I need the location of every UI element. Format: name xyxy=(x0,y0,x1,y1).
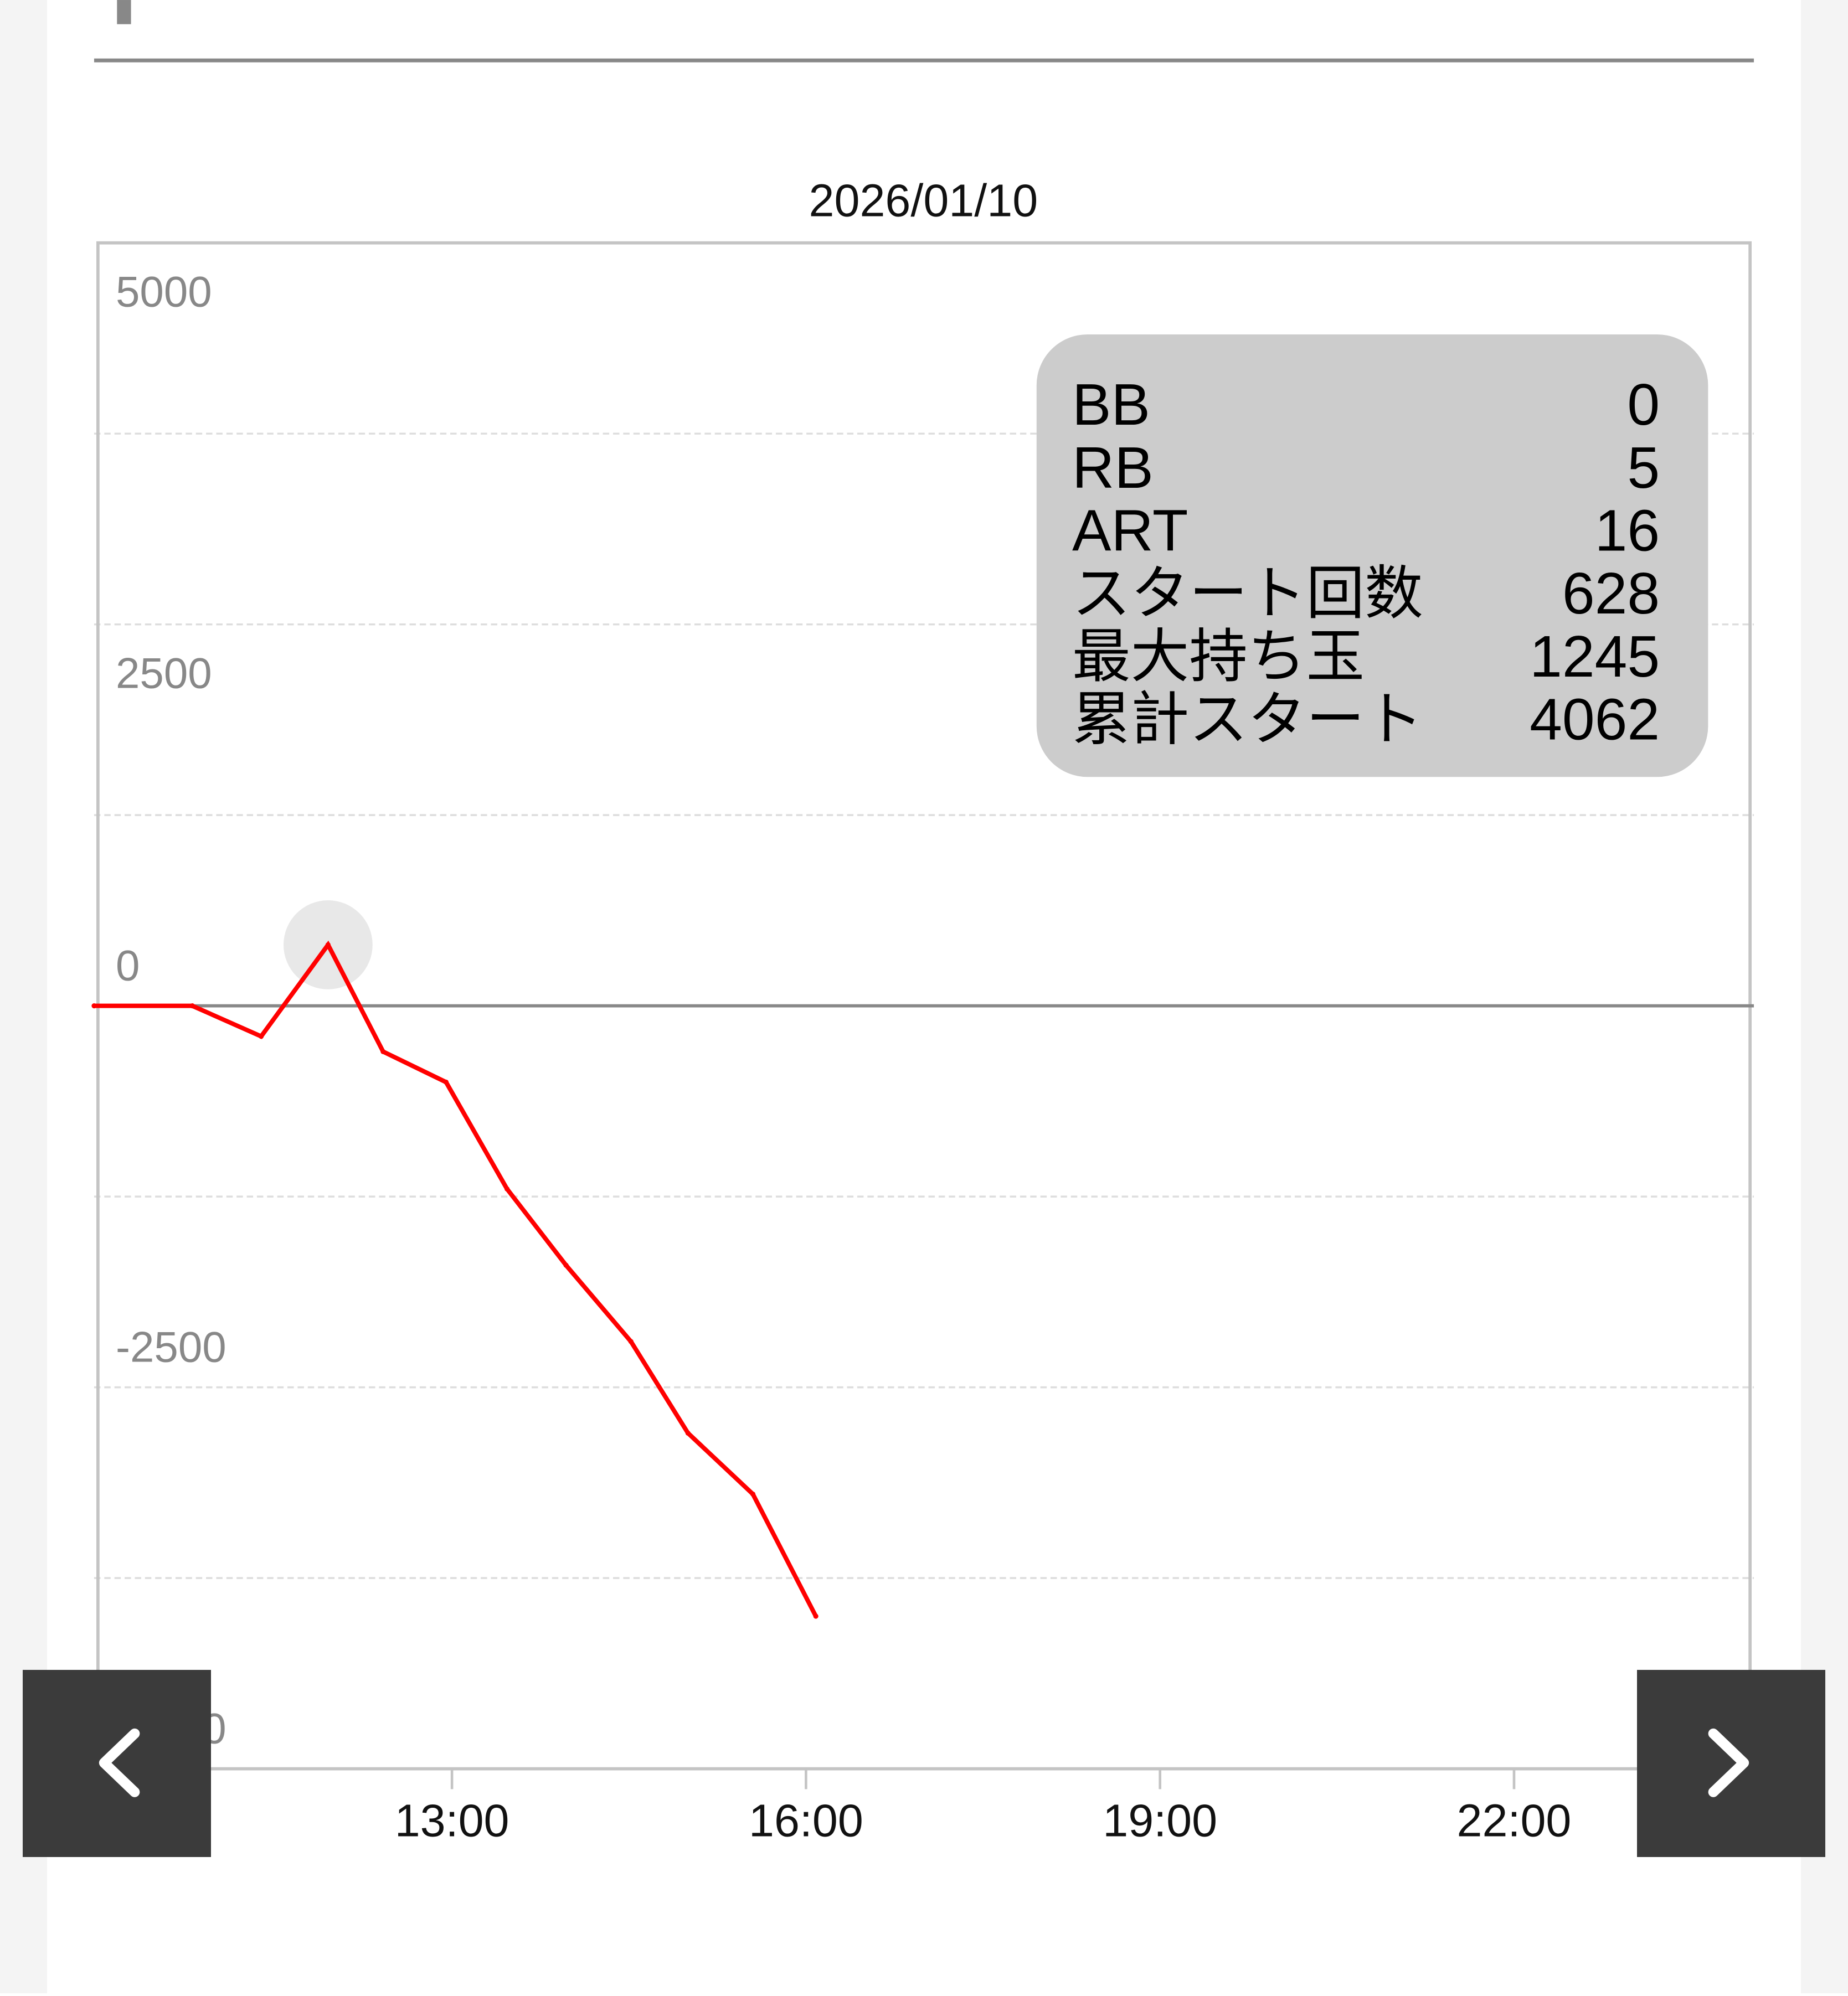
y-tick-label: -2500 xyxy=(116,1323,227,1371)
tooltip-row-value: 16 xyxy=(1595,498,1660,563)
x-tick-label: 13:00 xyxy=(395,1794,509,1846)
next-day-button[interactable] xyxy=(1637,1670,1825,1857)
chart-title: 2026/01/10 xyxy=(809,174,1038,226)
data-point[interactable] xyxy=(91,1003,97,1009)
section-divider xyxy=(94,58,1754,63)
data-point[interactable] xyxy=(563,1262,569,1268)
data-point[interactable] xyxy=(813,1613,819,1619)
x-axis: 13:00 16:00 19:00 22:00 xyxy=(395,1768,1572,1846)
tooltip-row-label: 累計スタート xyxy=(1072,687,1423,752)
series-layer xyxy=(91,900,819,1619)
grid-lines xyxy=(94,432,1754,1579)
chevron-left-icon xyxy=(99,1728,140,1797)
data-point[interactable] xyxy=(628,1339,634,1344)
tooltip-row-label: 最大持ち玉 xyxy=(1072,624,1365,689)
y-tick-label: 5000 xyxy=(116,267,212,316)
left-margin xyxy=(0,0,47,1994)
x-tick-label: 16:00 xyxy=(749,1794,863,1846)
section-marker xyxy=(117,0,131,24)
data-point[interactable] xyxy=(259,1034,264,1039)
tooltip-row-value: 628 xyxy=(1562,561,1660,626)
tooltip-row-label: BB xyxy=(1072,372,1150,437)
data-point[interactable] xyxy=(189,1003,195,1009)
data-point[interactable] xyxy=(504,1186,510,1192)
tooltip-row-label: スタート回数 xyxy=(1072,561,1423,626)
data-point[interactable] xyxy=(443,1079,449,1085)
y-tick-label: 2500 xyxy=(116,648,212,697)
tooltip-box xyxy=(1036,334,1708,777)
tooltip: BB 0 RB 5 ART 16 スタート回数 628 最大持ち玉 1245 累計スタート 4062 xyxy=(1036,334,1708,777)
prev-day-button[interactable] xyxy=(23,1670,211,1857)
chevron-right-icon xyxy=(1708,1728,1749,1797)
y-tick-label: 0 xyxy=(116,941,140,990)
right-margin xyxy=(1801,0,1848,1994)
tooltip-row-value: 0 xyxy=(1627,372,1660,437)
series-line xyxy=(94,940,818,1617)
tooltip-row-value: 4062 xyxy=(1530,687,1660,752)
tooltip-row-value: 5 xyxy=(1627,435,1660,501)
tooltip-row-label: RB xyxy=(1072,435,1154,501)
x-tick-label: 22:00 xyxy=(1457,1794,1572,1846)
x-tick-label: 19:00 xyxy=(1103,1794,1217,1846)
data-point[interactable] xyxy=(685,1430,691,1436)
data-point[interactable] xyxy=(380,1049,386,1054)
tooltip-row-value: 1245 xyxy=(1530,624,1660,689)
tooltip-row-label: ART xyxy=(1072,498,1188,563)
data-point[interactable] xyxy=(325,942,331,948)
data-point[interactable] xyxy=(750,1491,756,1497)
